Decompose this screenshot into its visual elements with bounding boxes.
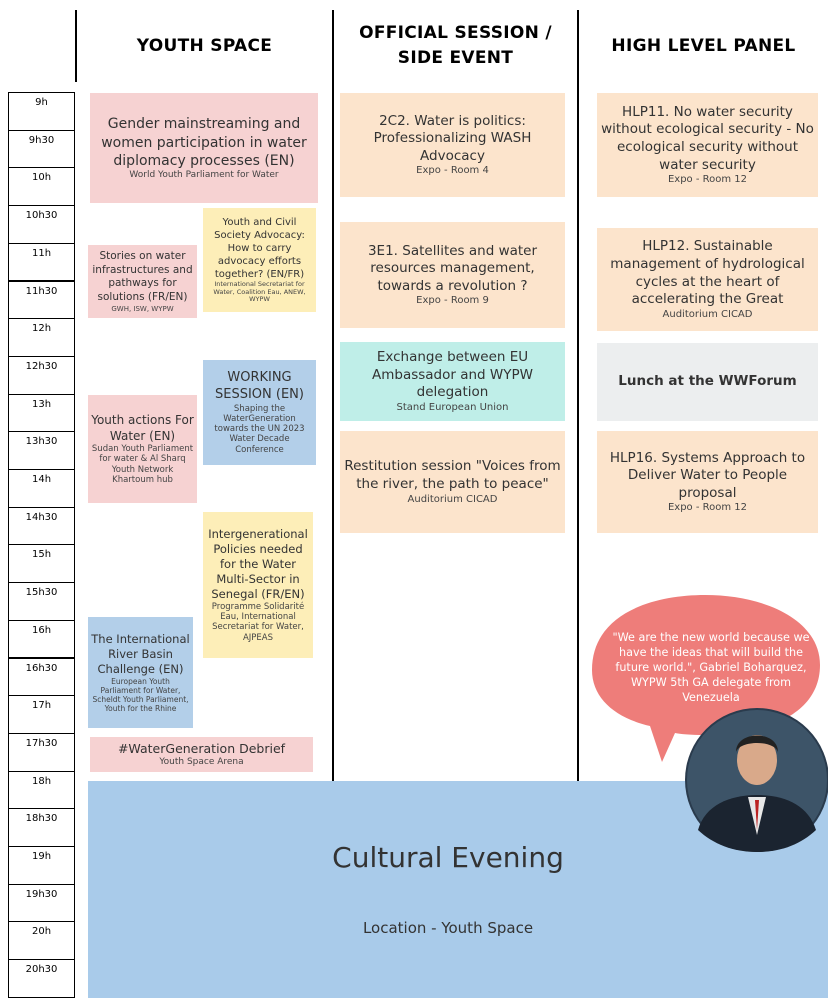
event-title: Stories on water infrastructures and pat… <box>92 250 193 303</box>
event-detail: Expo - Room 12 <box>667 174 748 186</box>
event-title: Intergenerational Policies needed for th… <box>208 527 308 602</box>
event-title: #WaterGeneration Debrief <box>117 740 286 756</box>
event-detail: Programme Solidarité Eau, International … <box>211 601 305 643</box>
time-slot: 12h <box>8 318 75 357</box>
time-slot: 17h <box>8 695 75 734</box>
quote-text: "We are the new world because we have th… <box>612 630 810 705</box>
cultural-title: Cultural Evening <box>332 841 564 874</box>
time-slot: 19h30 <box>8 883 75 923</box>
event: The International River Basin Challenge … <box>88 617 193 728</box>
event: Stories on water infrastructures and pat… <box>88 245 197 318</box>
event: Youth and Civil Society Advocacy: How to… <box>203 208 316 312</box>
time-slot: 15h30 <box>8 582 75 621</box>
event-title: Gender mainstreaming and women participa… <box>101 116 307 169</box>
time-slot: 14h <box>8 469 75 508</box>
column-header: YOUTH SPACE <box>136 35 273 56</box>
time-slot: 15h <box>8 544 75 584</box>
event: 2C2. Water is politics: Professionalizin… <box>340 93 565 197</box>
cultural-location: Location - Youth Space <box>362 919 534 937</box>
time-slot: 10h <box>8 167 75 207</box>
time-slot: 11h <box>8 242 75 282</box>
event-detail: Auditorium CICAD <box>407 493 498 505</box>
event: Restitution session "Voices from the riv… <box>340 431 565 533</box>
time-slot: 18h <box>8 770 75 810</box>
event-title: WORKING SESSION (EN) <box>215 370 304 403</box>
time-slot: 9h30 <box>8 129 75 169</box>
event-detail: Youth Space Arena <box>159 757 244 768</box>
time-slot: 16h <box>8 619 75 659</box>
event: Youth actions For Water (EN) Sudan Youth … <box>88 395 197 503</box>
event: Gender mainstreaming and women participa… <box>90 93 318 203</box>
column-divider <box>577 10 579 782</box>
quote-graphic <box>592 595 828 852</box>
event-title: Lunch at the WWForum <box>618 373 797 390</box>
event: Exchange between EU Ambassador and WYPW … <box>340 342 565 421</box>
time-slot: 9h <box>8 92 75 131</box>
time-slot: 19h <box>8 846 75 885</box>
event-detail: International Secretariat for Water, Coa… <box>213 279 306 304</box>
event-title: The International River Basin Challenge … <box>91 632 190 676</box>
time-slot: 13h <box>8 393 75 433</box>
event-title: HLP16. Systems Approach to Deliver Water… <box>609 449 806 501</box>
event-title: 3E1. Satellites and water resources mana… <box>367 242 538 294</box>
event-detail: Expo - Room 9 <box>416 295 489 307</box>
time-slot: 14h30 <box>8 506 75 546</box>
column-divider <box>75 10 77 82</box>
column-header: HIGH LEVEL PANEL <box>611 35 796 56</box>
event-detail: World Youth Parliament for Water <box>129 169 279 180</box>
column-divider <box>332 10 334 782</box>
event-title: Restitution session "Voices from the riv… <box>344 458 561 492</box>
event-detail: European Youth Parliament for Water, Sch… <box>92 676 189 713</box>
event-title: HLP11. No water security without ecologi… <box>601 103 814 173</box>
event: HLP11. No water security without ecologi… <box>597 93 818 197</box>
time-slot: 10h30 <box>8 205 75 244</box>
event: 3E1. Satellites and water resources mana… <box>340 222 565 328</box>
event-detail: Stand European Union <box>396 401 509 413</box>
event: #WaterGeneration Debrief Youth Space Aren… <box>90 737 313 772</box>
event-detail: Expo - Room 12 <box>667 502 748 514</box>
event-title: 2C2. Water is politics: Professionalizin… <box>373 112 532 164</box>
column-header: OFFICIAL SESSION / SIDE EVENT <box>359 23 552 68</box>
time-slot: 18h30 <box>8 808 75 847</box>
time-slot: 20h <box>8 921 75 961</box>
time-slot: 20h30 <box>8 959 75 998</box>
event-detail: Auditorium CICAD <box>662 308 753 320</box>
time-slot: 16h30 <box>8 657 75 697</box>
event-detail: Expo - Room 4 <box>416 165 489 177</box>
event: WORKING SESSION (EN) Shaping the WaterGen… <box>203 360 316 465</box>
event: Intergenerational Policies needed for th… <box>203 512 313 658</box>
event-title: Youth and Civil Society Advocacy: How to… <box>214 216 305 280</box>
event-detail: Sudan Youth Parliament for water & Al Sh… <box>91 444 194 485</box>
event: HLP12. Sustainable management of hydrolo… <box>597 228 818 331</box>
event-detail: Shaping the WaterGeneration towards the … <box>214 403 305 455</box>
time-slot: 11h30 <box>8 280 75 320</box>
time-slot: 17h30 <box>8 732 75 772</box>
event: Lunch at the WWForum <box>597 343 818 421</box>
event-title: Exchange between EU Ambassador and WYPW … <box>371 349 533 401</box>
event: HLP16. Systems Approach to Deliver Water… <box>597 431 818 533</box>
event-title: HLP12. Sustainable management of hydrolo… <box>610 238 805 308</box>
event-title: Youth actions For Water (EN) <box>91 413 194 443</box>
event-detail: GWH, ISW, WYPW <box>111 304 174 313</box>
time-slot: 12h30 <box>8 355 75 395</box>
time-slot: 13h30 <box>8 431 75 470</box>
